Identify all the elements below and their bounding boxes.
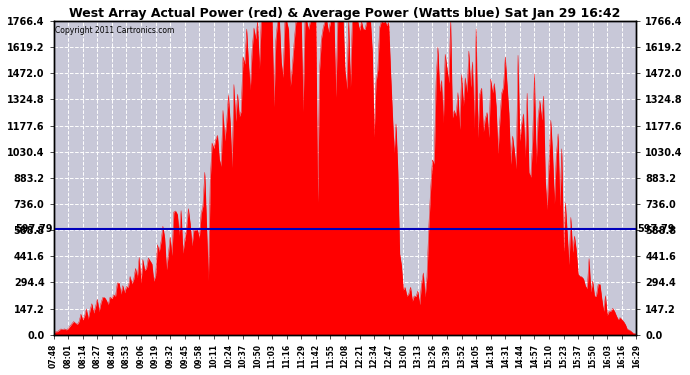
Text: 597.79: 597.79 — [15, 224, 53, 234]
Title: West Array Actual Power (red) & Average Power (Watts blue) Sat Jan 29 16:42: West Array Actual Power (red) & Average … — [69, 7, 621, 20]
Text: Copyright 2011 Cartronics.com: Copyright 2011 Cartronics.com — [55, 26, 174, 35]
Text: 597.79: 597.79 — [637, 224, 675, 234]
